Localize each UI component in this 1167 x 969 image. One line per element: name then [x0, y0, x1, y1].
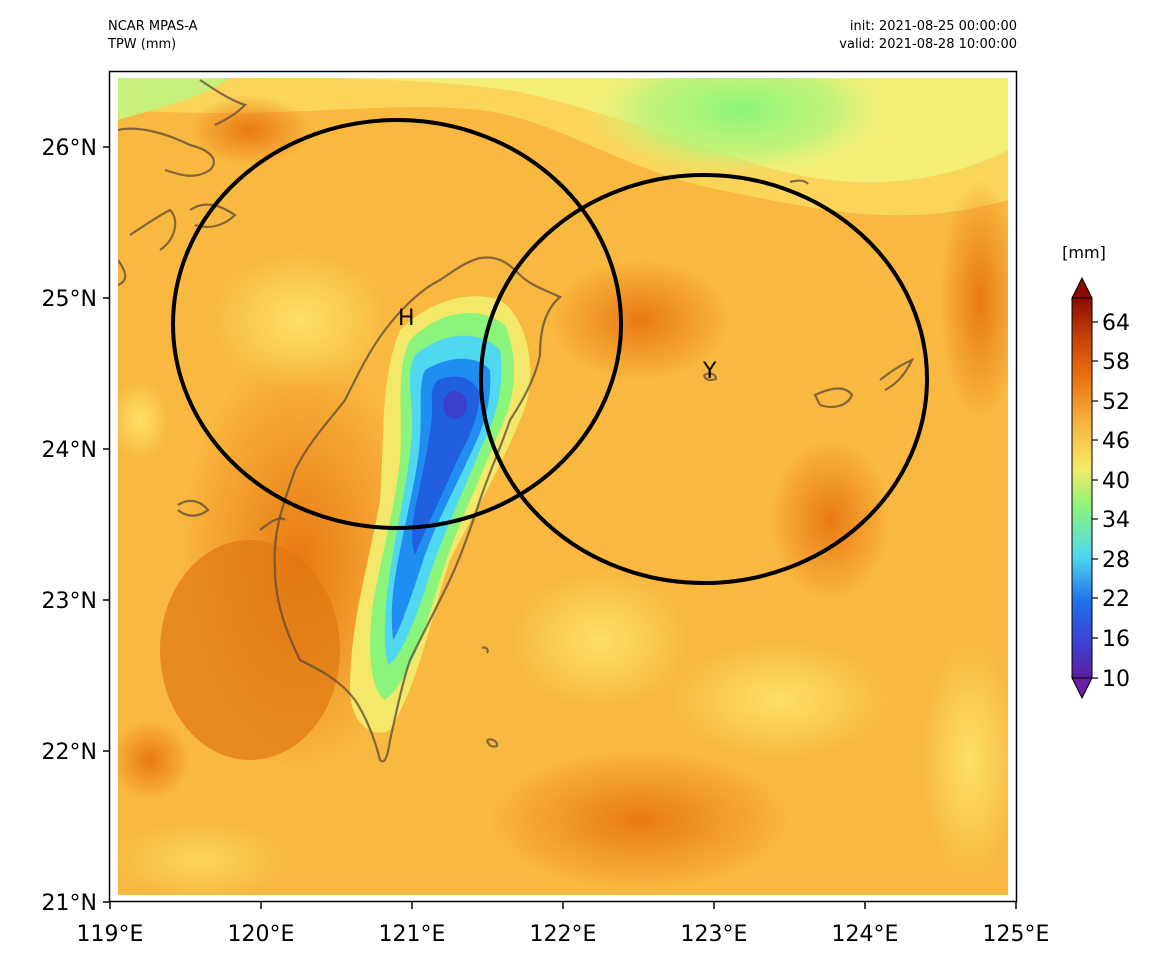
model-name: NCAR MPAS-A	[108, 19, 198, 34]
lon-tick-label: 122°E	[530, 922, 597, 947]
lat-tick-label: 25°N	[42, 287, 97, 312]
colorbar-label: 46	[1102, 429, 1130, 454]
lon-tick-marks	[109, 902, 1017, 909]
lat-tick-label: 24°N	[42, 438, 97, 463]
variable-name: TPW (mm)	[108, 37, 177, 52]
colorbar-label: 40	[1102, 469, 1130, 494]
header-left: NCAR MPAS-A TPW (mm)	[108, 18, 198, 54]
colorbar-label: 34	[1102, 508, 1130, 533]
marker-y-label: Y	[702, 359, 717, 384]
lon-tick-label: 120°E	[228, 922, 295, 947]
lat-tick-marks	[103, 146, 110, 903]
lon-tick-label: 125°E	[983, 922, 1050, 947]
colorbar-extend-min	[1071, 677, 1093, 700]
lon-tick-label: 119°E	[77, 922, 144, 947]
circle-h	[171, 118, 623, 530]
circles	[171, 118, 929, 585]
init-time: init: 2021-08-25 00:00:00	[849, 19, 1017, 34]
tpw-field	[118, 78, 1008, 895]
colorbar-label: 10	[1102, 667, 1130, 692]
colorbar: [mm] 10 16 22 28 34 40 46 52 58 64	[1062, 243, 1130, 700]
colorbar-label: 58	[1102, 350, 1130, 375]
valid-time: valid: 2021-08-28 10:00:00	[839, 37, 1017, 52]
colorbar-bar	[1071, 297, 1093, 679]
map-frame	[108, 70, 1018, 903]
colorbar-extend-max	[1071, 276, 1093, 299]
lon-tick-label: 124°E	[832, 922, 899, 947]
colorbar-label: 52	[1102, 390, 1130, 415]
colorbar-label: 22	[1102, 587, 1130, 612]
coastlines	[118, 79, 915, 763]
marker-h-label: H	[398, 306, 415, 331]
lat-tick-label: 21°N	[42, 891, 97, 916]
lon-tick-label: 123°E	[681, 922, 748, 947]
circle-y	[479, 173, 929, 585]
colorbar-unit: [mm]	[1062, 243, 1106, 262]
colorbar-label: 28	[1102, 548, 1130, 573]
colorbar-label: 16	[1102, 627, 1130, 652]
lat-tick-label: 22°N	[42, 740, 97, 765]
lon-tick-label: 121°E	[379, 922, 446, 947]
lat-tick-label: 26°N	[42, 136, 97, 161]
lat-tick-label: 23°N	[42, 589, 97, 614]
header-right: init: 2021-08-25 00:00:00 valid: 2021-08…	[839, 18, 1017, 54]
colorbar-label: 64	[1102, 311, 1130, 336]
